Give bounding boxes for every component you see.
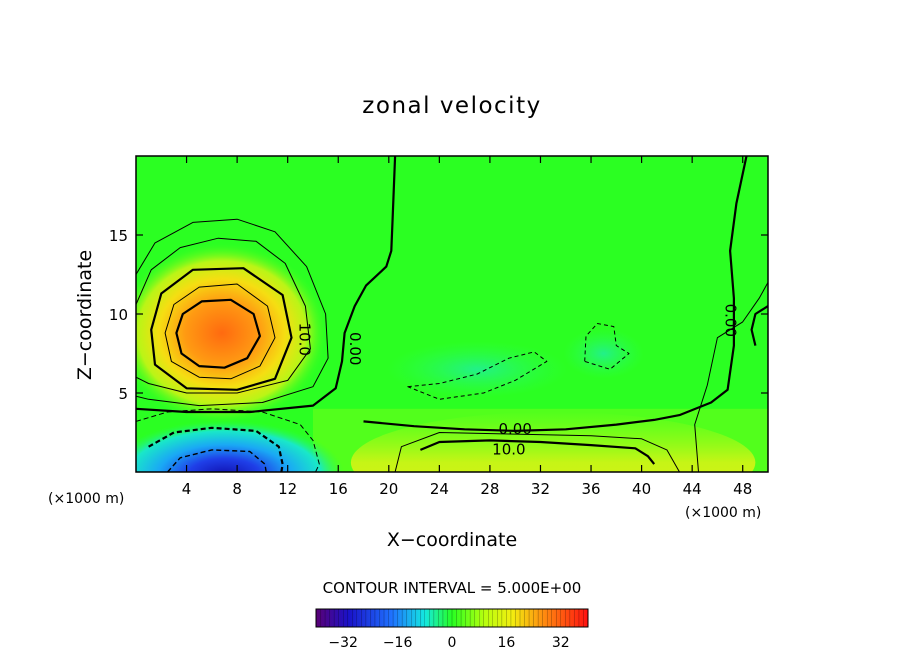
colorbar-tick-label: 16: [497, 635, 515, 651]
x-tick-label: 20: [379, 480, 398, 498]
x-axis-label: X−coordinate: [387, 529, 517, 551]
x-axis: 4 8 12 16 20 24 28 32 36 40 44 48: [182, 156, 752, 498]
x-tick-label: 12: [278, 480, 297, 498]
y-axis: 5 10 15: [109, 227, 768, 403]
contour-neg-mid2: [584, 323, 630, 370]
contour-25: [175, 298, 261, 369]
y-tick-label: 10: [109, 306, 128, 324]
contour-5-lower: [394, 432, 680, 472]
colorbar-tick-label: 32: [552, 635, 570, 651]
contour-zero-left: [136, 156, 397, 414]
plot-area: 10.0 0.00 0.00 0.00 10.0: [136, 156, 768, 472]
y-tick-label: 15: [109, 227, 128, 245]
contour-right: [694, 282, 768, 472]
x-tick-label: 32: [531, 480, 550, 498]
colorbar: −32 −16 0 16 32: [315, 608, 589, 651]
contour-20: [164, 283, 276, 380]
x-tick-label: 48: [733, 480, 752, 498]
chart-title: zonal velocity: [362, 93, 541, 119]
y-axis-label: Z−coordinate: [74, 250, 96, 380]
y-tick-label: 5: [118, 385, 128, 403]
contour-interval-text: CONTOUR INTERVAL = 5.000E+00: [323, 579, 582, 597]
lower-low-fill: [136, 409, 345, 472]
contour-label: 0.00: [498, 420, 531, 438]
x-tick-label: 44: [683, 480, 702, 498]
x-tick-label: 16: [329, 480, 348, 498]
contour-10-lower: [419, 439, 656, 465]
contour-label: 0.00: [722, 304, 740, 337]
x-tick-label: 28: [480, 480, 499, 498]
contour-10: [136, 237, 311, 394]
colorbar-tick-label: 0: [448, 635, 457, 651]
contour-5: [136, 218, 329, 407]
contour-label: 0.00: [346, 332, 364, 365]
colorbar-tick-label: −16: [383, 635, 413, 651]
x-tick-label: 24: [430, 480, 449, 498]
contour-neg-5: [136, 408, 320, 472]
jet-core-fill: [136, 242, 327, 423]
contour-label: 10.0: [492, 440, 525, 458]
contour-zero-right: [363, 156, 748, 432]
contour-right-small: [750, 305, 768, 346]
colorbar-tick-label: −32: [328, 635, 358, 651]
x-unit-right: (×1000 m): [685, 505, 761, 521]
x-unit-left: (×1000 m): [48, 491, 124, 507]
weak-negative-patch: [563, 328, 644, 379]
x-tick-label: 40: [632, 480, 651, 498]
x-tick-label: 8: [232, 480, 242, 498]
x-tick-label: 36: [581, 480, 600, 498]
contour-15: [150, 267, 293, 391]
x-tick-label: 4: [182, 480, 192, 498]
contour-label: 10.0: [296, 323, 314, 356]
contour-neg-mid: [407, 351, 548, 400]
